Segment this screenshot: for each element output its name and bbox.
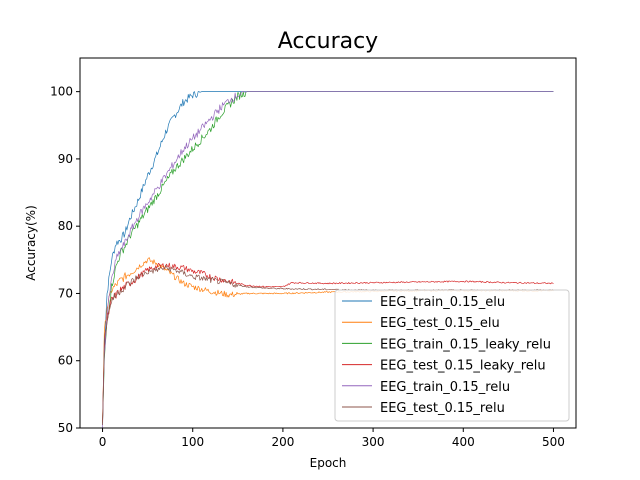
legend-label: EEG_train_0.15_relu (380, 380, 510, 395)
plot-frame (79, 57, 577, 429)
y-tick-label: 100 (50, 85, 73, 99)
y-tick-label: 90 (58, 152, 73, 166)
y-tick-label: 50 (58, 421, 73, 435)
x-tick-label: 0 (99, 435, 107, 449)
legend-label: EEG_test_0.15_leaky_relu (380, 359, 546, 374)
x-tick-label: 300 (362, 435, 385, 449)
y-tick-label: 70 (58, 286, 73, 300)
legend: EEG_train_0.15_elu EEG_test_0.15_elu EEG_t… (334, 289, 570, 422)
series-line-4 (102, 91, 554, 428)
series-line-3 (102, 262, 554, 422)
y-tick-label: 80 (58, 219, 73, 233)
legend-label: EEG_test_0.15_elu (380, 316, 500, 331)
legend-label: EEG_train_0.15_leaky_relu (380, 337, 551, 352)
x-tick-label: 100 (181, 435, 204, 449)
chart-title: Accuracy (278, 29, 378, 54)
y-axis: 50 60 70 80 90 100 (50, 85, 80, 435)
x-axis-label: Epoch (310, 456, 347, 470)
legend-label: EEG_train_0.15_elu (380, 295, 505, 310)
x-tick-label: 500 (542, 435, 565, 449)
x-tick-label: 200 (271, 435, 294, 449)
y-tick-label: 60 (58, 354, 73, 368)
legend-box (334, 289, 570, 422)
legend-label: EEG_test_0.15_relu (380, 401, 505, 416)
x-tick-label: 400 (452, 435, 475, 449)
x-axis: 0 100 200 300 400 500 (99, 428, 565, 449)
series-group (102, 91, 554, 428)
y-axis-label: Accuracy(%) (24, 205, 38, 281)
